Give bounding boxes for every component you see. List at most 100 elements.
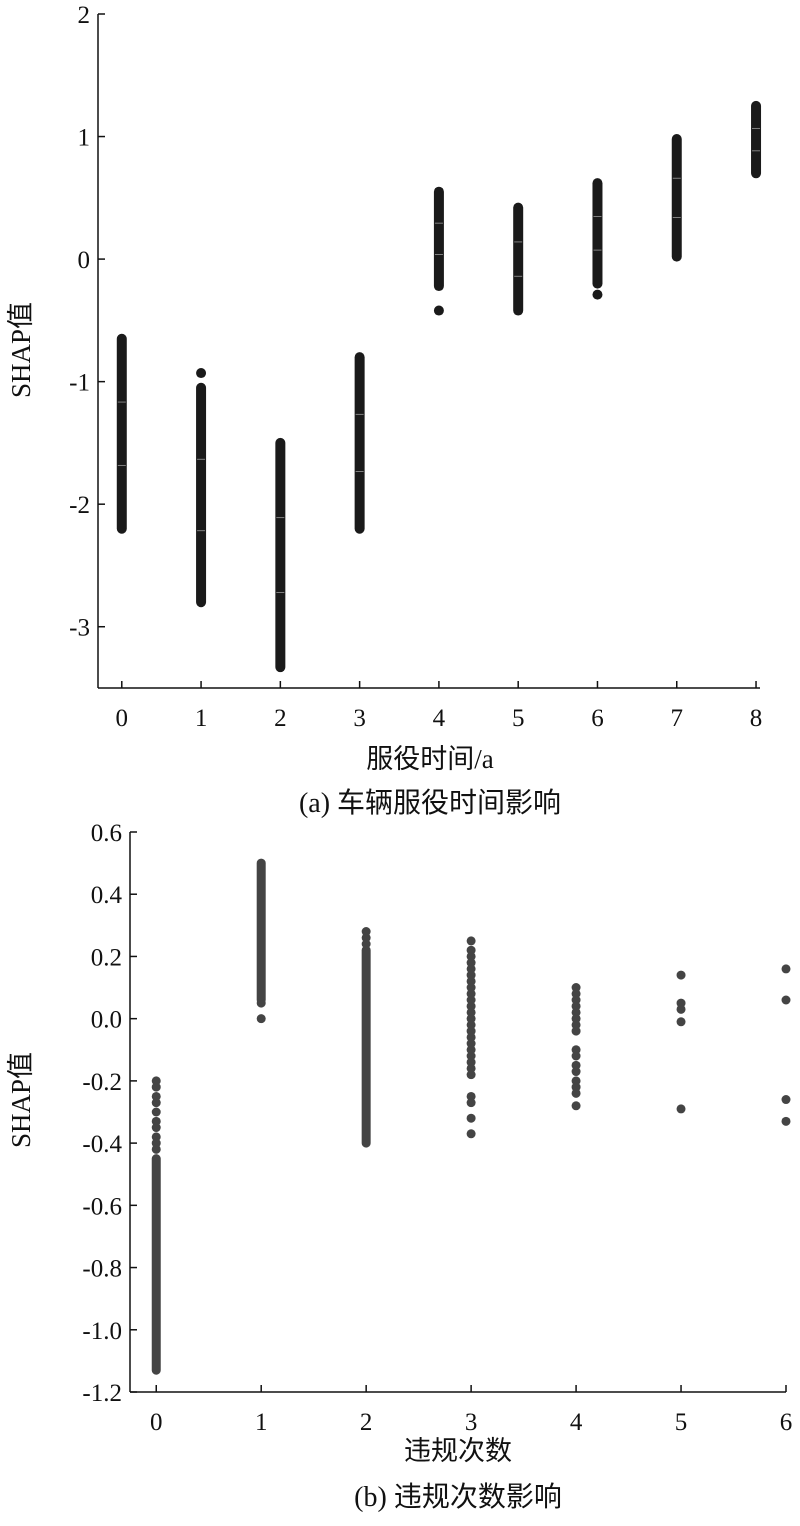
shap-point-column (256, 858, 266, 1005)
shap-point (151, 1138, 161, 1148)
x-tick-label: 4 (433, 705, 446, 732)
shap-point (433, 305, 444, 316)
shap-point-column (116, 333, 127, 534)
shap-point (151, 1076, 161, 1086)
shap-point (781, 964, 791, 974)
shap-point (466, 1063, 476, 1073)
shap-point (466, 989, 476, 999)
shap-point (571, 995, 581, 1005)
shap-point (466, 1007, 476, 1017)
shap-point-column (751, 100, 762, 179)
shap-point (571, 1082, 581, 1092)
x-tick-label: 0 (116, 705, 129, 732)
x-tick-label: 5 (512, 705, 525, 732)
y-tick-label: -0.4 (82, 1131, 122, 1158)
shap-point (676, 970, 686, 980)
shap-point-column (151, 1154, 161, 1375)
shap-point (571, 1001, 581, 1011)
shap-point (466, 1020, 476, 1030)
y-tick-label: -1 (69, 370, 90, 397)
shap-point (466, 1113, 476, 1123)
x-tick-label: 5 (675, 1409, 688, 1436)
shap-point (196, 368, 207, 379)
shap-point (571, 1067, 581, 1077)
chart-caption: (a) 车辆服役时间影响 (299, 787, 561, 819)
shap-point (781, 1116, 791, 1126)
shap-point (676, 1104, 686, 1114)
shap-point (466, 945, 476, 955)
shap-point (466, 1091, 476, 1101)
shap-point (466, 1070, 476, 1080)
y-tick-label: 0.4 (91, 882, 123, 909)
shap-point (571, 1026, 581, 1036)
shap-point (466, 1014, 476, 1024)
shap-point (571, 1014, 581, 1024)
shap-point (466, 964, 476, 974)
shap-point (676, 998, 686, 1008)
shap-point (466, 1001, 476, 1011)
shap-point (781, 995, 791, 1005)
y-tick-label: -1.2 (82, 1380, 122, 1407)
shap-point (466, 970, 476, 980)
y-tick-label: 0.0 (91, 1007, 122, 1034)
y-tick-label: -0.6 (82, 1193, 122, 1220)
y-tick-label: 0.2 (91, 944, 122, 971)
y-tick-label: 2 (78, 2, 91, 29)
shap-point (151, 1116, 161, 1126)
chart-caption: (b) 违规次数影响 (354, 1481, 562, 1513)
x-tick-label: 2 (360, 1409, 373, 1436)
y-tick-label: -3 (69, 615, 90, 642)
x-tick-label: 4 (570, 1409, 583, 1436)
shap-point (256, 1014, 266, 1024)
x-tick-label: 2 (274, 705, 287, 732)
shap-point (466, 1026, 476, 1036)
y-tick-label: -0.2 (82, 1069, 122, 1096)
shap-point-column (361, 945, 371, 1148)
shap-point-column (671, 133, 682, 262)
shap-point (361, 927, 371, 937)
shap-point-column (513, 202, 524, 316)
shap-point (151, 1082, 161, 1092)
shap-point (466, 1032, 476, 1042)
shap-point (571, 1101, 581, 1111)
y-tick-label: 1 (78, 125, 91, 152)
shap-point (571, 1088, 581, 1098)
x-tick-label: 3 (353, 705, 366, 732)
shap-point (151, 1098, 161, 1108)
shap-point (361, 939, 371, 949)
shap-point (571, 1045, 581, 1055)
shap-point (466, 1098, 476, 1108)
x-tick-label: 1 (255, 1409, 268, 1436)
shap-point (151, 1123, 161, 1133)
shap-point (571, 1051, 581, 1061)
shap-point (466, 958, 476, 968)
x-tick-label: 3 (465, 1409, 478, 1436)
shap-point (571, 1007, 581, 1017)
shap-point-column (275, 437, 286, 673)
shap-point (361, 933, 371, 943)
y-axis-title: SHAP值 (6, 1052, 36, 1148)
shap-point (466, 1057, 476, 1067)
shap-point-column (354, 352, 365, 534)
shap-point-column (592, 178, 603, 289)
x-tick-label: 7 (671, 705, 684, 732)
chart-violation-count: 0.6 0.4 0.2 0.0 -0.2 -0.4 -0.6 -0.8 -1.0 -1.2 0 1 2 3… (6, 820, 792, 1513)
shap-point (466, 995, 476, 1005)
shap-point (151, 1132, 161, 1142)
x-axis-title: 服役时间/a (366, 744, 494, 774)
shap-point (466, 1129, 476, 1139)
shap-point (466, 1039, 476, 1049)
y-tick-label: -2 (69, 492, 90, 519)
shap-point (256, 998, 266, 1008)
shap-point (676, 1004, 686, 1014)
x-tick-label: 6 (591, 705, 604, 732)
shap-point (571, 1020, 581, 1030)
shap-point (571, 989, 581, 999)
shap-point-column (433, 186, 444, 292)
x-tick-label: 0 (150, 1409, 163, 1436)
shap-point (466, 951, 476, 961)
shap-point (151, 1091, 161, 1101)
x-tick-label: 6 (780, 1409, 793, 1436)
shap-point (466, 1051, 476, 1061)
